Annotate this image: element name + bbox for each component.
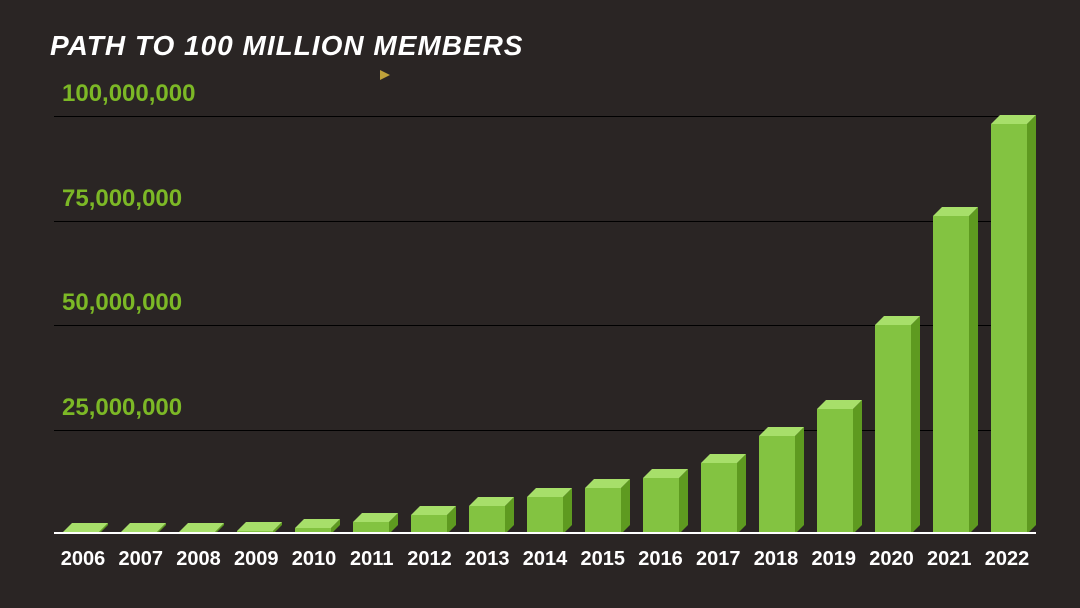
members-bar-chart: 25,000,00050,000,00075,000,000100,000,00…	[54, 116, 1036, 534]
x-tick-label: 2008	[172, 548, 226, 571]
bar	[643, 478, 679, 534]
title-underline-arrow	[50, 70, 390, 80]
bar-slot	[518, 497, 572, 534]
bar-slot	[982, 124, 1036, 534]
x-tick-label: 2009	[229, 548, 283, 571]
bar-side-face	[737, 454, 746, 534]
bar-slot	[866, 325, 920, 534]
x-tick-label: 2010	[287, 548, 341, 571]
bar-front-face	[759, 436, 795, 534]
bar-slot	[750, 436, 804, 534]
bar-front-face	[817, 409, 853, 534]
bar	[701, 463, 737, 534]
chart-baseline	[54, 532, 1036, 534]
x-tick-label: 2012	[403, 548, 457, 571]
bar-front-face	[585, 488, 621, 534]
bar-front-face	[469, 506, 505, 534]
bar-front-face	[933, 216, 969, 534]
bar-side-face	[795, 427, 804, 534]
bar	[875, 325, 911, 534]
y-tick-label: 100,000,000	[62, 80, 195, 108]
bar-front-face	[875, 325, 911, 534]
x-tick-label: 2014	[518, 548, 572, 571]
bar-front-face	[643, 478, 679, 534]
x-tick-label: 2011	[345, 548, 399, 571]
x-tick-label: 2013	[460, 548, 514, 571]
chart-title: PATH TO 100 MILLION MEMBERS	[50, 30, 523, 62]
bar-side-face	[853, 400, 862, 534]
chart-bars	[54, 116, 1036, 534]
bar	[759, 436, 795, 534]
bar	[933, 216, 969, 534]
bar-front-face	[991, 124, 1027, 534]
bar-side-face	[1027, 115, 1036, 534]
bar-side-face	[911, 316, 920, 534]
bar-slot	[924, 216, 978, 534]
x-tick-label: 2020	[865, 548, 919, 571]
bar	[991, 124, 1027, 534]
x-tick-label: 2021	[922, 548, 976, 571]
bar	[585, 488, 621, 534]
x-tick-label: 2022	[980, 548, 1034, 571]
x-tick-label: 2015	[576, 548, 630, 571]
bar-slot	[634, 478, 688, 534]
bar-slot	[692, 463, 746, 534]
bar-side-face	[679, 469, 688, 534]
x-tick-label: 2007	[114, 548, 168, 571]
x-tick-label: 2018	[749, 548, 803, 571]
bar	[817, 409, 853, 534]
x-tick-label: 2019	[807, 548, 861, 571]
bar-slot	[808, 409, 862, 534]
bar-side-face	[969, 207, 978, 534]
bar	[527, 497, 563, 534]
bar-front-face	[527, 497, 563, 534]
x-tick-label: 2006	[56, 548, 110, 571]
bar-slot	[460, 506, 514, 534]
bar	[469, 506, 505, 534]
bar-slot	[576, 488, 630, 534]
bar-side-face	[621, 479, 630, 534]
bar-front-face	[701, 463, 737, 534]
page: PATH TO 100 MILLION MEMBERS 25,000,00050…	[0, 0, 1080, 608]
chart-x-axis-labels: 2006200720082009201020112012201320142015…	[56, 548, 1034, 571]
x-tick-label: 2016	[634, 548, 688, 571]
arrow-icon	[50, 70, 390, 80]
x-tick-label: 2017	[691, 548, 745, 571]
